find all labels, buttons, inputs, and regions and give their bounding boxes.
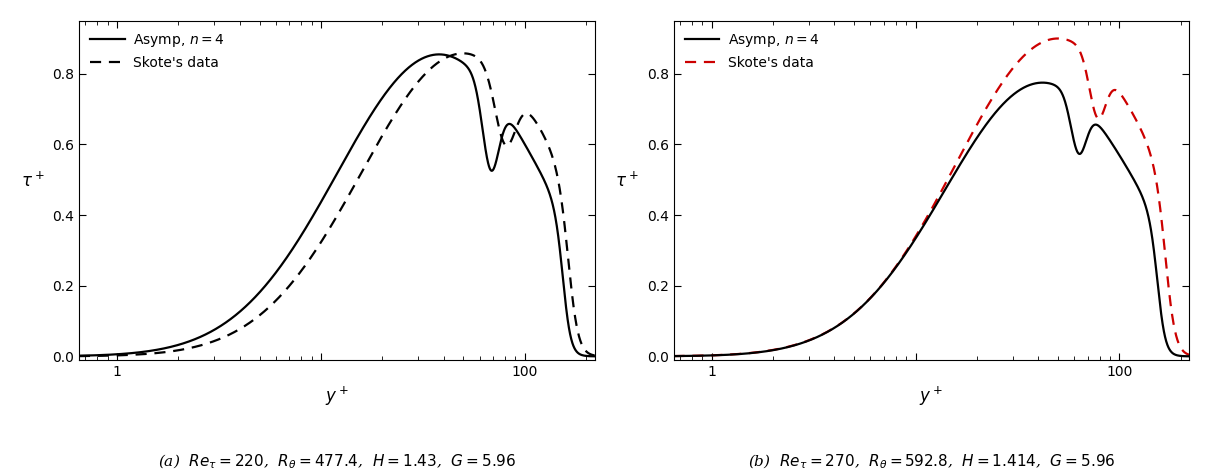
Asymp, $n = 4$	[1041, 80, 1055, 86]
Skote's data	[446, 52, 461, 58]
Asymp, $n = 4$	[667, 353, 681, 359]
Asymp, $n = 4$	[293, 235, 307, 241]
Skote's data	[293, 270, 307, 276]
Line: Asymp, $n = 4$: Asymp, $n = 4$	[674, 83, 1189, 356]
Asymp, $n = 4$	[887, 267, 901, 272]
Asymp, $n = 4$	[911, 231, 926, 237]
Asymp, $n = 4$	[587, 353, 601, 359]
Skote's data	[883, 272, 898, 278]
Legend: Asymp, $n = 4$, Skote's data: Asymp, $n = 4$, Skote's data	[86, 28, 229, 74]
Skote's data	[1050, 36, 1065, 41]
Asymp, $n = 4$	[1182, 353, 1197, 359]
Skote's data	[887, 266, 901, 272]
Text: (b)  $Re_\tau = 270$,  $R_\theta = 592.8$,  $H = 1.414$,  $G = 5.96$: (b) $Re_\tau = 270$, $R_\theta = 592.8$,…	[748, 453, 1116, 471]
Skote's data	[911, 229, 926, 235]
Text: (a)  $Re_\tau = 220$,  $R_\theta = 477.4$,  $H = 1.43$,  $G = 5.96$: (a) $Re_\tau = 220$, $R_\theta = 477.4$,…	[157, 453, 515, 471]
Asymp, $n = 4$	[883, 272, 898, 278]
Asymp, $n = 4$	[432, 51, 446, 57]
Asymp, $n = 4$	[446, 55, 461, 60]
Skote's data	[456, 50, 471, 56]
Asymp, $n = 4$	[288, 241, 302, 247]
Asymp, $n = 4$	[1036, 80, 1050, 86]
Y-axis label: $\tau^+$: $\tau^+$	[616, 171, 639, 190]
X-axis label: $y^+$: $y^+$	[920, 384, 944, 407]
Line: Asymp, $n = 4$: Asymp, $n = 4$	[79, 54, 594, 356]
Y-axis label: $\tau^+$: $\tau^+$	[21, 171, 45, 190]
Asymp, $n = 4$	[571, 351, 586, 357]
Skote's data	[1041, 37, 1055, 43]
X-axis label: $y^+$: $y^+$	[324, 384, 348, 407]
Skote's data	[587, 353, 601, 358]
Asymp, $n = 4$	[317, 194, 332, 200]
Asymp, $n = 4$	[1141, 211, 1156, 217]
Skote's data	[546, 157, 560, 162]
Skote's data	[667, 353, 681, 359]
Skote's data	[1166, 320, 1181, 326]
Line: Skote's data: Skote's data	[674, 39, 1189, 356]
Skote's data	[1141, 143, 1156, 149]
Asymp, $n = 4$	[71, 353, 86, 358]
Legend: Asymp, $n = 4$, Skote's data: Asymp, $n = 4$, Skote's data	[680, 28, 824, 74]
Skote's data	[317, 235, 332, 240]
Line: Skote's data: Skote's data	[79, 53, 594, 356]
Skote's data	[288, 276, 302, 281]
Asymp, $n = 4$	[546, 204, 560, 209]
Skote's data	[71, 353, 86, 359]
Skote's data	[571, 333, 586, 338]
Skote's data	[1182, 352, 1197, 357]
Asymp, $n = 4$	[1166, 351, 1181, 357]
